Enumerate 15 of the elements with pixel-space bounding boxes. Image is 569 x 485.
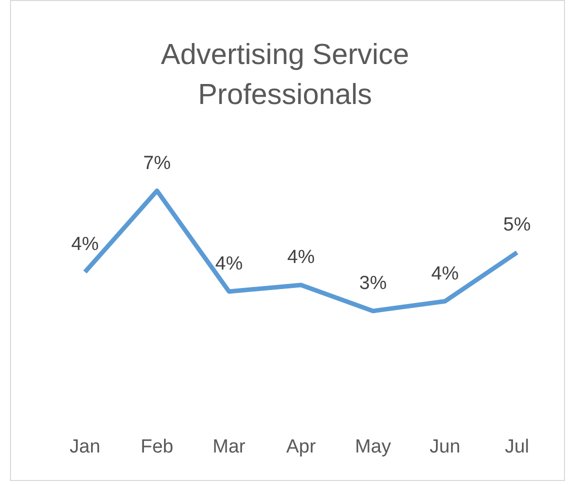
data-label: 4%	[71, 234, 99, 255]
data-label: 4%	[215, 254, 243, 274]
data-label: 5%	[503, 214, 531, 236]
x-tick-label: May	[355, 436, 392, 458]
chart-title: Advertising Service Professionals	[160, 38, 410, 113]
x-tick-label: Mar	[212, 436, 246, 458]
x-tick-label: Apr	[286, 436, 316, 458]
data-label: 4%	[431, 263, 459, 284]
data-label: 4%	[287, 247, 315, 268]
x-tick-label: Jul	[504, 436, 530, 458]
data-label: 3%	[359, 273, 387, 294]
x-tick-label: Jun	[430, 436, 460, 458]
x-tick-label: Feb	[140, 436, 174, 458]
x-tick-label: Jan	[70, 436, 100, 458]
data-label: 7%	[143, 152, 171, 174]
